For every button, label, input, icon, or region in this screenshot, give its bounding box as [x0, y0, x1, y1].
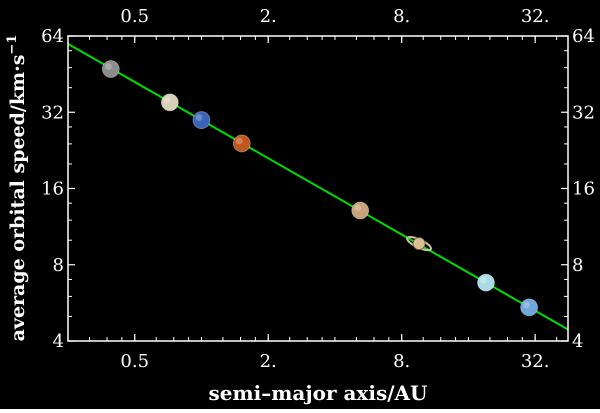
- y-tick-label-left: 4: [53, 331, 64, 352]
- plot-frame: [67, 35, 569, 342]
- planet-highlight: [480, 276, 487, 284]
- x-tick-label-top: 0.5: [120, 6, 149, 27]
- x-tick-label-top: 32.: [521, 6, 550, 27]
- x-tick-label-top: 2.: [260, 6, 277, 27]
- planet-point: [351, 201, 370, 220]
- planet-point: [160, 93, 179, 112]
- y-tick-label-left: 16: [41, 179, 64, 200]
- planet-highlight: [195, 114, 203, 121]
- planet-point: [520, 298, 539, 317]
- planet-point: [192, 111, 211, 129]
- planet-point: [232, 134, 251, 153]
- planet-highlight: [163, 96, 171, 104]
- planet-point: [477, 273, 495, 292]
- planet-highlight: [354, 204, 362, 212]
- x-axis-label: semi–major axis/AU: [209, 381, 428, 405]
- planet-point: [412, 237, 426, 250]
- x-tick-label-top: 8.: [393, 6, 410, 27]
- plot-area: [68, 36, 568, 341]
- planet-point: [101, 60, 120, 78]
- planet-highlight: [104, 63, 112, 70]
- axis-ticks: 0.5 0.5 2. 2. 8. 8. 32. 32. 4 4 8 8 16 16 32 32 64 64: [41, 6, 595, 372]
- y-axis-label: average orbital speed/km·s−1: [5, 35, 29, 342]
- x-tick-label-bottom: 2.: [260, 351, 277, 372]
- y-tick-label-right: 64: [572, 26, 595, 47]
- y-tick-label-left: 32: [41, 102, 64, 123]
- series-layer: [67, 42, 569, 331]
- x-tick-label-bottom: 8.: [393, 351, 410, 372]
- x-tick-label-bottom: 0.5: [120, 351, 149, 372]
- planet-highlight: [235, 137, 243, 145]
- y-tick-label-right: 32: [572, 102, 595, 123]
- x-tick-label-bottom: 32.: [521, 351, 550, 372]
- y-tick-label-left: 64: [41, 26, 64, 47]
- y-tick-label-right: 16: [572, 179, 595, 200]
- y-tick-label-right: 4: [572, 331, 583, 352]
- y-tick-label-left: 8: [53, 255, 64, 276]
- y-tick-label-right: 8: [572, 255, 583, 276]
- y-axis-label-exponent: −1: [5, 35, 20, 55]
- y-axis-label-main: average orbital speed/km·s: [7, 55, 29, 342]
- planet-highlight: [523, 301, 531, 309]
